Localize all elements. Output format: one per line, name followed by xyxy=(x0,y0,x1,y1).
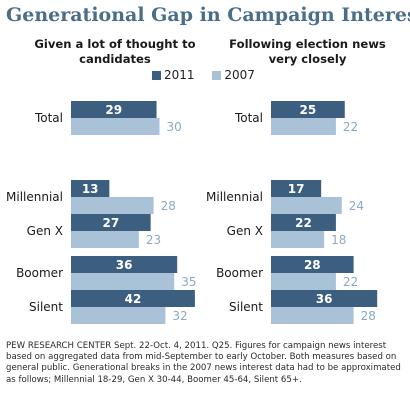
legend-swatch-2007 xyxy=(212,71,222,80)
right-panel-title: Following election news very closely xyxy=(229,37,386,66)
category-label-gen-x: Gen X xyxy=(227,224,263,238)
value-label-2007-total: 30 xyxy=(167,120,182,134)
bar-2007-millennial xyxy=(271,197,342,214)
footnote: PEW RESEARCH CENTER Sept. 22-Oct. 4, 201… xyxy=(6,341,401,385)
value-label-2011-gen-x: 27 xyxy=(102,216,119,230)
category-label-boomer: Boomer xyxy=(16,266,63,280)
bar-2011-total xyxy=(271,101,345,118)
category-label-millennial: Millennial xyxy=(6,190,63,204)
bar-2007-silent xyxy=(271,307,354,324)
legend-swatch-2011 xyxy=(152,71,161,80)
value-label-2007-total: 22 xyxy=(343,120,358,134)
value-label-2011-total: 29 xyxy=(105,103,122,117)
value-label-2011-millennial: 13 xyxy=(82,182,99,196)
value-label-2011-silent: 42 xyxy=(125,292,142,306)
bar-2007-millennial xyxy=(71,197,154,214)
category-label-silent: Silent xyxy=(29,300,63,314)
category-label-total: Total xyxy=(234,111,263,125)
value-label-2007-millennial: 28 xyxy=(161,199,176,213)
category-label-gen-x: Gen X xyxy=(27,224,63,238)
value-label-2011-total: 25 xyxy=(300,103,317,117)
value-label-2007-boomer: 35 xyxy=(181,275,196,289)
value-label-2007-silent: 28 xyxy=(361,309,376,323)
value-label-2011-boomer: 36 xyxy=(116,258,133,272)
value-label-2007-gen-x: 23 xyxy=(146,233,161,247)
value-label-2007-silent: 32 xyxy=(172,309,187,323)
value-label-2011-gen-x: 22 xyxy=(295,216,312,230)
bar-2011-boomer xyxy=(71,256,178,273)
bar-2007-gen-x xyxy=(271,231,325,248)
value-label-2007-millennial: 24 xyxy=(349,199,364,213)
bar-2011-total xyxy=(71,101,157,118)
bar-2007-silent xyxy=(71,307,166,324)
bar-2011-gen-x xyxy=(271,214,336,231)
category-label-boomer: Boomer xyxy=(216,266,263,280)
value-label-2011-millennial: 17 xyxy=(288,182,305,196)
bar-2007-total xyxy=(271,118,336,135)
bar-2007-boomer xyxy=(271,273,336,290)
category-label-silent: Silent xyxy=(229,300,263,314)
bar-2011-gen-x xyxy=(71,214,151,231)
value-label-2007-gen-x: 18 xyxy=(331,233,346,247)
legend-label-2011: 2011 xyxy=(164,68,195,82)
category-label-total: Total xyxy=(34,111,63,125)
bar-2007-boomer xyxy=(71,273,175,290)
bar-2011-boomer xyxy=(271,256,354,273)
bar-2007-total xyxy=(71,118,160,135)
legend-item-2007: 2007 xyxy=(212,68,255,82)
value-label-2011-boomer: 28 xyxy=(304,258,321,272)
value-label-2007-boomer: 22 xyxy=(343,275,358,289)
bar-2011-millennial xyxy=(271,180,322,197)
value-label-2011-silent: 36 xyxy=(316,292,333,306)
legend-item-2011: 2011 xyxy=(152,68,198,82)
bar-2011-silent xyxy=(71,290,195,307)
bar-2007-gen-x xyxy=(71,231,139,248)
category-label-millennial: Millennial xyxy=(206,190,263,204)
chart-title: Generational Gap in Campaign Interest xyxy=(6,4,410,26)
left-panel-title: Given a lot of thought to candidates xyxy=(34,37,196,66)
bar-2011-silent xyxy=(271,290,378,307)
legend: 2011 2007 xyxy=(152,68,269,82)
bar-2011-millennial xyxy=(71,180,110,197)
legend-label-2007: 2007 xyxy=(224,68,255,82)
